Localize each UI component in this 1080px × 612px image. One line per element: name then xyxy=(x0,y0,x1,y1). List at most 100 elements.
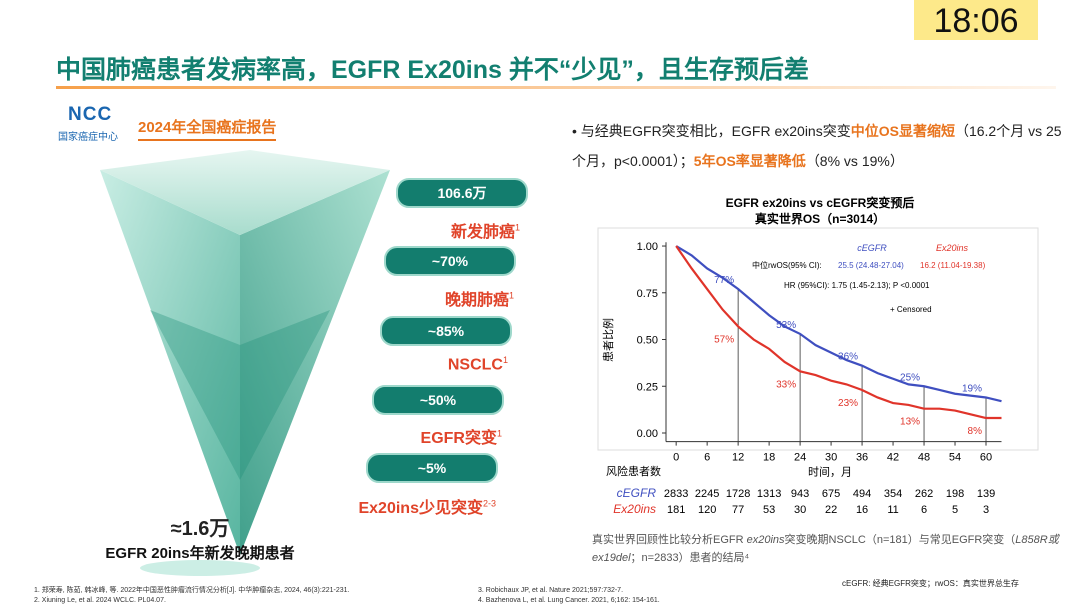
funnel-label: 新发肺癌1 xyxy=(300,218,520,242)
x-tick-label: 30 xyxy=(825,452,837,464)
bullet-text: （16.2个月 vs 25个月，p<0.0001）； xyxy=(572,123,1062,169)
footnote: 2. Xiuning Le, et al. 2024 WCLC. PL04.07… xyxy=(34,597,166,604)
x-tick-label: 42 xyxy=(887,452,899,464)
risk-value: 943 xyxy=(791,488,809,500)
survival-curve xyxy=(675,245,1002,403)
data-label: 8% xyxy=(968,426,983,437)
x-tick-label: 54 xyxy=(949,452,961,464)
clock: 18:06 xyxy=(914,0,1038,40)
y-tick-label: 0.50 xyxy=(637,335,658,347)
funnel-ref: 1 xyxy=(502,355,508,365)
funnel-label-text: Ex20ins少见突变 xyxy=(358,500,483,517)
footnote: 3. Robichaux JP, et al. Nature 2021;597:… xyxy=(478,587,624,594)
funnel-value: ~70% xyxy=(384,246,516,276)
funnel-label-text: 晚期肺癌 xyxy=(444,292,509,309)
y-tick-label: 0.00 xyxy=(637,428,658,440)
data-label: 77% xyxy=(714,275,734,286)
caption-text: 突变晚期NSCLC（n=181）与常见EGFR突变（ xyxy=(784,534,1016,546)
y-axis-label: 患者比例 xyxy=(601,318,615,362)
data-label: 23% xyxy=(838,398,858,409)
risk-value: 120 xyxy=(698,504,716,516)
risk-value: 30 xyxy=(794,504,806,516)
risk-value: 1728 xyxy=(726,488,750,500)
funnel-ref: 1 xyxy=(514,222,520,233)
funnel-value: ~85% xyxy=(380,316,512,346)
chart-subtitle: 真实世界OS（n=3014） xyxy=(755,211,885,226)
caption-text: L858R或ex19del xyxy=(592,534,1059,564)
risk-value: 2833 xyxy=(664,488,688,500)
pyramid-left xyxy=(100,170,240,555)
x-tick-label: 0 xyxy=(673,452,679,464)
footnotes: 3. Robichaux JP, et al. Nature 2021;597:… xyxy=(478,586,660,606)
pyramid-inner xyxy=(150,310,330,480)
bullet-text: （8% vs 19%） xyxy=(805,153,904,169)
report-title: 2024年全国癌症报告 xyxy=(138,116,277,141)
bullet-text: 中位OS显著缩短 xyxy=(850,123,955,139)
legend-entry: Ex20ins xyxy=(936,243,969,253)
funnel-label: EGFR突变1 xyxy=(282,424,502,448)
footnotes: 1. 郑荣寿, 陈茹, 韩冰峰, 等. 2022年中国恶性肿瘤流行情况分析[J]… xyxy=(34,586,349,606)
x-tick-label: 6 xyxy=(704,452,710,464)
funnel-ref: 1 xyxy=(508,290,514,301)
stats-hr: HR (95%CI): 1.75 (1.45-2.13); P <0.0001 xyxy=(784,281,930,290)
funnel-value: 106.6万 xyxy=(396,178,528,208)
pyramid-right xyxy=(240,170,390,555)
x-tick-label: 36 xyxy=(856,452,868,464)
caption-text: ex20ins xyxy=(746,534,785,546)
stats-censored: + Censored xyxy=(890,305,932,314)
funnel-ref: 1 xyxy=(496,428,502,439)
y-tick-label: 0.25 xyxy=(637,381,658,393)
risk-value: 1313 xyxy=(757,488,781,500)
risk-value: 198 xyxy=(946,488,964,500)
risk-value: 16 xyxy=(856,504,868,516)
funnel-ref: 2-3 xyxy=(482,498,496,509)
legend-entry: cEGFR xyxy=(857,243,887,253)
result-label: EGFR 20ins年新发晚期患者 xyxy=(105,545,295,562)
data-label: 53% xyxy=(776,320,796,331)
funnel-label: 晚期肺癌1 xyxy=(294,286,514,310)
risk-value: 354 xyxy=(884,488,902,500)
funnel-value: ~50% xyxy=(372,385,504,415)
data-label: 33% xyxy=(776,379,796,390)
logo-name: 国家癌症中心 xyxy=(58,132,118,143)
footnote: 1. 郑荣寿, 陈茹, 韩冰峰, 等. 2022年中国恶性肿瘤流行情况分析[J]… xyxy=(34,587,350,594)
bullet-text: 与经典EGFR突变相比，EGFR ex20ins突变 xyxy=(580,123,851,139)
footnote: 4. Bazhenova L, et al. Lung Cancer. 2021… xyxy=(478,597,660,604)
stats-value: 16.2 (11.04-19.38) xyxy=(920,261,986,270)
pyramid-glow xyxy=(140,560,260,576)
risk-value: 262 xyxy=(915,488,933,500)
funnel-label: Ex20ins少见突变2-3 xyxy=(276,494,496,518)
bullet: • 与经典EGFR突变相比，EGFR ex20ins突变中位OS显著缩短（16.… xyxy=(572,123,1062,169)
data-label: 57% xyxy=(714,334,734,345)
x-tick-label: 60 xyxy=(980,452,992,464)
risk-value: 53 xyxy=(763,504,775,516)
x-tick-label: 12 xyxy=(732,452,744,464)
stats-label: 中位rwOS(95% CI): xyxy=(752,260,822,270)
x-tick-label: 24 xyxy=(794,452,806,464)
risk-value: 2245 xyxy=(695,488,719,500)
logo-mark: NCC xyxy=(68,104,113,125)
funnel-label-text: NSCLC xyxy=(447,356,503,374)
data-label: 36% xyxy=(838,352,858,363)
caption-text: 真实世界回顾性比较分析EGFR xyxy=(592,534,747,546)
result-value: ≈1.6万 xyxy=(170,518,230,540)
y-tick-label: 1.00 xyxy=(637,241,658,253)
risk-row-name: Ex20ins xyxy=(613,502,656,516)
risk-value: 139 xyxy=(977,488,995,500)
funnel-label: NSCLC1 xyxy=(288,355,508,374)
bullet-text: 5年OS率显著降低 xyxy=(693,153,806,169)
risk-value: 77 xyxy=(732,504,744,516)
caption-text: ；n=2833）患者的结局⁴ xyxy=(630,552,750,564)
data-label: 25% xyxy=(900,372,920,383)
funnel-label-text: 新发肺癌 xyxy=(450,224,515,241)
risk-value: 5 xyxy=(952,504,958,516)
abbreviations: cEGFR: 经典EGFR突变；rwOS：真实世界总生存 xyxy=(842,579,1019,588)
pyramid-top xyxy=(100,150,390,235)
risk-row-name: cEGFR xyxy=(617,486,657,500)
x-tick-label: 48 xyxy=(918,452,930,464)
data-label: 19% xyxy=(962,383,982,394)
risk-value: 6 xyxy=(921,504,927,516)
stats-value: 25.5 (24.48-27.04) xyxy=(838,261,904,270)
